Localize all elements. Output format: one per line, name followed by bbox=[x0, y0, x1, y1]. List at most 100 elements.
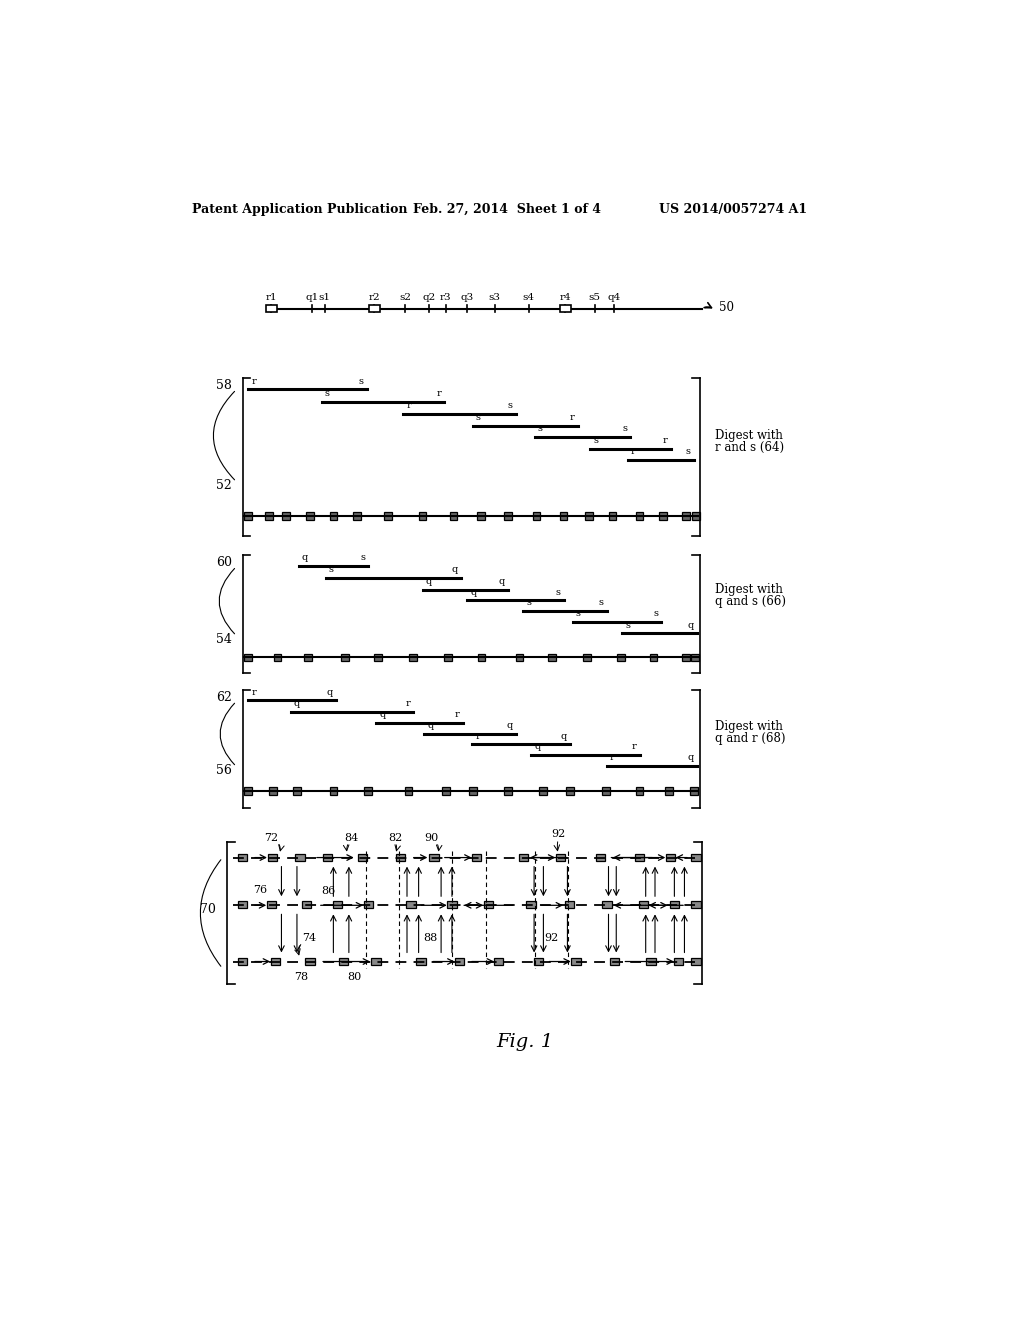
Text: r4: r4 bbox=[559, 293, 571, 302]
Text: q: q bbox=[499, 577, 505, 586]
Text: r: r bbox=[632, 742, 636, 751]
Text: q: q bbox=[687, 620, 693, 630]
Bar bbox=[238, 958, 248, 965]
Bar bbox=[571, 958, 581, 965]
Text: Feb. 27, 2014  Sheet 1 of 4: Feb. 27, 2014 Sheet 1 of 4 bbox=[414, 203, 601, 216]
Bar bbox=[270, 958, 280, 965]
Text: 90: 90 bbox=[425, 833, 439, 842]
Bar bbox=[494, 958, 503, 965]
Text: 70: 70 bbox=[200, 903, 216, 916]
Text: 92: 92 bbox=[551, 829, 565, 838]
Text: 52: 52 bbox=[216, 479, 231, 492]
Text: Digest with: Digest with bbox=[716, 429, 783, 442]
Bar bbox=[339, 958, 348, 965]
Text: 76: 76 bbox=[253, 884, 267, 895]
Bar bbox=[396, 854, 406, 861]
Bar bbox=[532, 512, 541, 520]
Text: s: s bbox=[476, 413, 481, 422]
Bar bbox=[610, 958, 620, 965]
Text: r: r bbox=[631, 447, 636, 457]
Bar bbox=[410, 653, 417, 661]
Bar bbox=[417, 958, 426, 965]
Text: Fig. 1: Fig. 1 bbox=[497, 1034, 553, 1051]
Text: s: s bbox=[653, 609, 658, 618]
Text: s: s bbox=[593, 436, 598, 445]
Bar bbox=[365, 788, 372, 795]
Bar bbox=[636, 788, 643, 795]
Text: q: q bbox=[471, 587, 477, 597]
Bar bbox=[419, 512, 426, 520]
Bar bbox=[583, 653, 591, 661]
Bar bbox=[306, 512, 314, 520]
Bar bbox=[245, 512, 252, 520]
Text: 88: 88 bbox=[423, 933, 437, 942]
Bar bbox=[341, 653, 349, 661]
Text: s: s bbox=[325, 389, 330, 397]
Bar bbox=[691, 854, 700, 861]
Bar bbox=[691, 958, 700, 965]
Text: q2: q2 bbox=[422, 293, 435, 302]
Text: s: s bbox=[360, 553, 366, 562]
Text: 62: 62 bbox=[216, 690, 231, 704]
Bar bbox=[635, 854, 644, 861]
Bar bbox=[442, 788, 450, 795]
Text: Digest with: Digest with bbox=[716, 721, 783, 733]
Bar bbox=[539, 788, 547, 795]
Bar bbox=[666, 854, 675, 861]
Bar bbox=[295, 854, 305, 861]
Bar bbox=[330, 512, 337, 520]
Bar bbox=[330, 788, 337, 795]
Bar bbox=[548, 653, 556, 661]
Bar bbox=[691, 653, 699, 661]
Text: s4: s4 bbox=[522, 293, 535, 302]
Text: US 2014/0057274 A1: US 2014/0057274 A1 bbox=[658, 203, 807, 216]
Text: q: q bbox=[687, 754, 693, 762]
Bar bbox=[674, 958, 683, 965]
Bar bbox=[639, 902, 648, 908]
Text: r: r bbox=[406, 700, 410, 708]
Text: s3: s3 bbox=[488, 293, 501, 302]
Bar bbox=[447, 902, 457, 908]
Text: s2: s2 bbox=[399, 293, 412, 302]
Bar bbox=[266, 305, 276, 313]
Text: s: s bbox=[358, 376, 364, 385]
Text: q: q bbox=[379, 710, 385, 719]
Text: Digest with: Digest with bbox=[716, 583, 783, 597]
Text: q: q bbox=[427, 721, 433, 730]
Bar bbox=[556, 854, 565, 861]
Bar bbox=[477, 653, 485, 661]
Text: s: s bbox=[575, 609, 581, 618]
Text: s: s bbox=[508, 401, 512, 411]
Bar bbox=[469, 788, 477, 795]
Text: r: r bbox=[475, 731, 480, 741]
Bar bbox=[515, 653, 523, 661]
Bar bbox=[665, 788, 673, 795]
Bar bbox=[245, 653, 252, 661]
Text: 72: 72 bbox=[264, 833, 279, 842]
Text: q3: q3 bbox=[461, 293, 474, 302]
Bar bbox=[375, 653, 382, 661]
Text: r: r bbox=[407, 401, 411, 411]
Bar bbox=[407, 902, 416, 908]
Bar bbox=[565, 902, 574, 908]
Text: r: r bbox=[436, 389, 441, 397]
Bar bbox=[682, 512, 690, 520]
Text: s5: s5 bbox=[589, 293, 600, 302]
Text: s: s bbox=[526, 598, 531, 607]
Bar bbox=[690, 788, 697, 795]
Bar bbox=[266, 902, 276, 908]
Bar bbox=[483, 902, 493, 908]
Bar bbox=[267, 854, 276, 861]
Bar bbox=[444, 653, 452, 661]
Text: 56: 56 bbox=[216, 764, 231, 777]
Bar bbox=[245, 788, 252, 795]
Bar bbox=[560, 305, 570, 313]
Text: r: r bbox=[251, 376, 256, 385]
Text: r: r bbox=[251, 688, 256, 697]
Bar bbox=[608, 512, 616, 520]
Bar bbox=[658, 512, 667, 520]
Bar bbox=[429, 854, 438, 861]
Bar bbox=[526, 902, 536, 908]
Text: 92: 92 bbox=[544, 933, 558, 942]
Bar bbox=[265, 512, 273, 520]
